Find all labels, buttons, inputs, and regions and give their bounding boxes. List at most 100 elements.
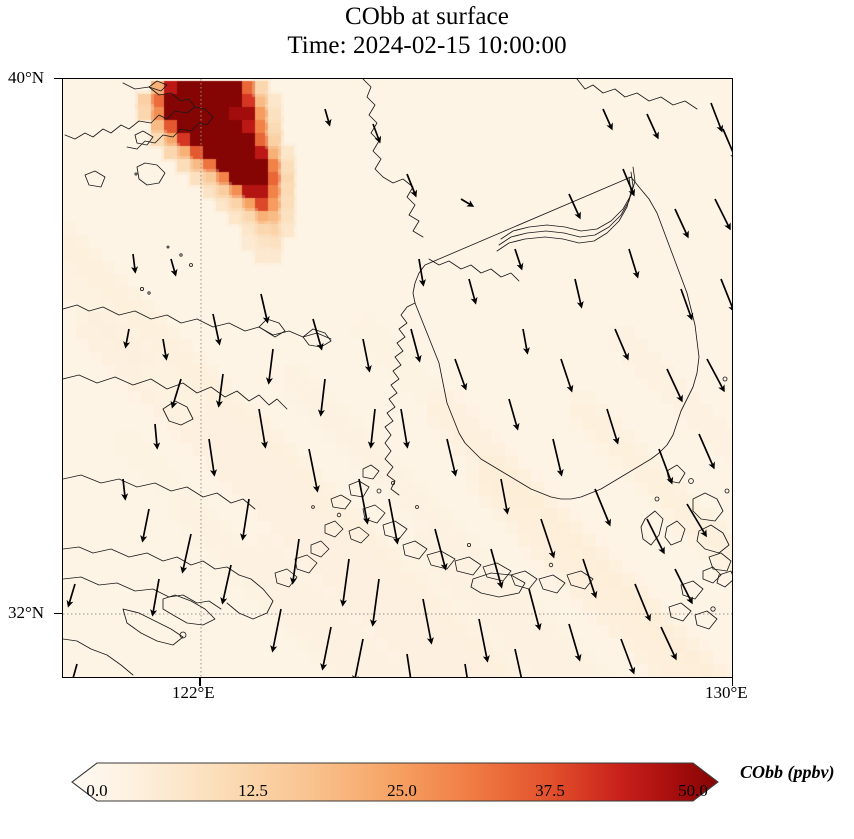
wind-arrow: [66, 583, 76, 608]
wind-arrow: [606, 408, 620, 445]
wind-arrow: [628, 248, 640, 279]
wind-arrow: [312, 318, 324, 351]
map-plot-area[interactable]: [62, 78, 733, 678]
wind-arrow: [514, 648, 523, 677]
wind-arrow: [352, 638, 364, 677]
y-tick-label-32N: 32°N: [8, 603, 45, 622]
wind-arrow: [722, 128, 732, 161]
wind-arrow: [320, 626, 332, 671]
wind-arrow: [324, 108, 332, 127]
colorbar-body: [71, 762, 719, 802]
wind-arrow: [170, 258, 178, 277]
wind-arrow: [317, 378, 326, 417]
wind-arrow: [422, 598, 434, 645]
map-vector-overlay: [63, 79, 732, 677]
wind-arrow: [646, 113, 659, 140]
wind-arrow: [372, 123, 382, 144]
graticule-gridlines: [63, 79, 732, 677]
wind-arrow: [660, 626, 677, 661]
wind-arrow: [464, 663, 468, 677]
colorbar-tick-4: 50.0: [678, 781, 708, 800]
wind-arrow: [289, 538, 300, 585]
wind-arrow: [260, 293, 270, 324]
wind-arrow: [460, 198, 475, 207]
heatmap-raster-layer: [63, 79, 732, 677]
wind-arrow: [362, 338, 372, 373]
wind-arrow: [478, 618, 490, 663]
wind-arrow: [434, 528, 448, 571]
wind-arrow: [170, 378, 182, 409]
wind-vector-arrows: [66, 102, 732, 677]
wind-arrow: [666, 368, 683, 403]
wind-arrow: [602, 108, 613, 131]
wind-arrow: [646, 518, 665, 555]
wind-arrow: [212, 313, 222, 346]
wind-arrow: [72, 663, 78, 677]
wind-arrow: [514, 248, 524, 271]
wind-arrow: [150, 578, 160, 617]
wind-arrow: [680, 288, 694, 321]
x-tick-mark-130E: [732, 678, 734, 686]
wind-arrow: [490, 548, 504, 589]
wind-arrow: [418, 258, 426, 287]
wind-arrow: [308, 448, 320, 493]
wind-arrow: [454, 358, 468, 391]
wind-arrow: [714, 198, 731, 231]
wind-arrow: [620, 638, 636, 675]
wind-arrow: [698, 433, 715, 470]
wind-arrow: [388, 498, 400, 545]
wind-arrow: [369, 578, 380, 627]
wind-arrow: [339, 558, 350, 607]
wind-arrow: [674, 208, 689, 239]
wind-arrow: [121, 478, 129, 501]
wind-arrow: [614, 328, 629, 361]
wind-arrow: [574, 278, 584, 309]
wind-arrow: [270, 608, 282, 653]
wind-arrow: [522, 328, 530, 355]
wind-arrow: [500, 478, 510, 515]
wind-arrow: [552, 438, 564, 477]
wind-arrow: [153, 423, 161, 450]
wind-arrow: [265, 348, 274, 385]
wind-arrow: [367, 408, 376, 449]
wind-arrow: [686, 503, 707, 538]
colorbar-tick-1: 12.5: [238, 781, 268, 800]
wind-arrow: [208, 438, 218, 477]
x-tick-label-130E: 130°E: [705, 683, 748, 702]
colorbar[interactable]: 0.0 12.5 25.0 37.5 50.0 CObb (ppbv): [0, 752, 854, 839]
wind-arrow: [131, 253, 139, 274]
wind-arrow: [710, 102, 724, 133]
figure-title-block: CObb at surface Time: 2024-02-15 10:00:0…: [0, 2, 854, 60]
figure-subtitle-time: Time: 2024-02-15 10:00:00: [287, 32, 567, 59]
wind-arrow: [446, 438, 458, 477]
wind-arrow: [674, 568, 693, 605]
coastline-paths: [63, 79, 732, 676]
wind-arrow: [358, 478, 370, 525]
wind-arrow: [410, 328, 422, 363]
y-tick-label-40N: 40°N: [8, 68, 45, 87]
y-tick-mark-32N: [54, 612, 62, 614]
colorbar-title: CObb (ppbv): [740, 762, 835, 782]
wind-arrow: [406, 653, 412, 677]
wind-arrow: [540, 518, 556, 559]
wind-arrow: [582, 558, 598, 599]
page-title: CObb at surface: [345, 3, 509, 30]
wind-arrow: [406, 173, 418, 198]
x-tick-mark-122E: [199, 678, 201, 686]
wind-arrow: [180, 533, 192, 574]
wind-arrow: [161, 338, 169, 361]
wind-arrow: [528, 588, 542, 631]
colorbar-tick-2: 25.0: [387, 781, 417, 800]
wind-arrow: [706, 358, 725, 393]
wind-arrow: [594, 488, 612, 527]
y-tick-mark-40N: [54, 77, 62, 79]
wind-arrow: [658, 448, 674, 485]
wind-arrow: [622, 168, 635, 197]
wind-arrow: [258, 408, 268, 449]
wind-arrow: [560, 358, 574, 393]
wind-arrow: [508, 398, 520, 431]
colorbar-gradient: [71, 762, 719, 802]
wind-arrow: [568, 193, 581, 220]
wind-arrow: [568, 623, 582, 662]
